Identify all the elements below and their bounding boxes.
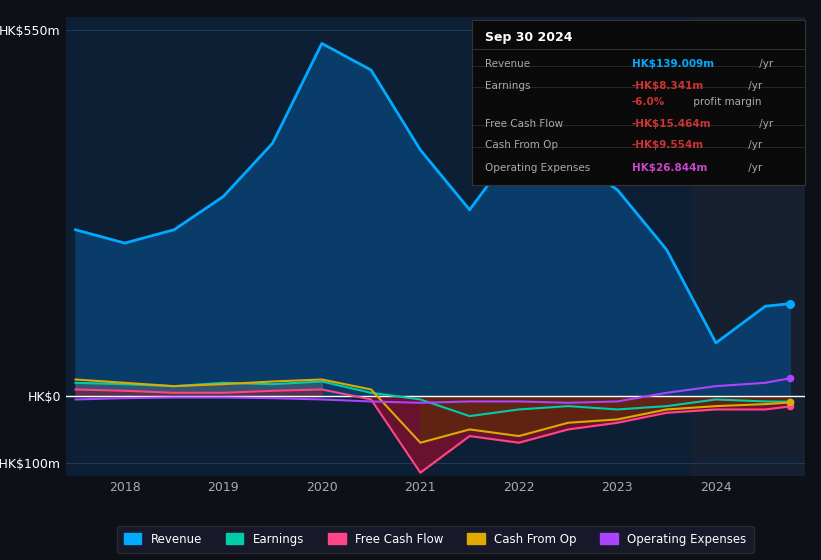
- Point: [783, 374, 796, 382]
- Text: -6.0%: -6.0%: [631, 97, 665, 108]
- Text: HK$26.844m: HK$26.844m: [631, 164, 707, 174]
- Text: /yr: /yr: [745, 140, 762, 150]
- Text: Sep 30 2024: Sep 30 2024: [485, 31, 573, 44]
- Point: [783, 397, 796, 406]
- Text: -HK$15.464m: -HK$15.464m: [631, 119, 711, 129]
- Text: Earnings: Earnings: [485, 81, 531, 91]
- Text: /yr: /yr: [755, 59, 773, 69]
- Text: Cash From Op: Cash From Op: [485, 140, 558, 150]
- Text: profit margin: profit margin: [690, 97, 761, 108]
- Text: Operating Expenses: Operating Expenses: [485, 164, 590, 174]
- Text: /yr: /yr: [745, 81, 762, 91]
- Bar: [691, 17, 805, 476]
- Legend: Revenue, Earnings, Free Cash Flow, Cash From Op, Operating Expenses: Revenue, Earnings, Free Cash Flow, Cash …: [117, 526, 754, 553]
- Point: [783, 402, 796, 411]
- Point: [783, 299, 796, 308]
- Text: -HK$8.341m: -HK$8.341m: [631, 81, 704, 91]
- Text: Revenue: Revenue: [485, 59, 530, 69]
- Text: -HK$9.554m: -HK$9.554m: [631, 140, 704, 150]
- Point: [783, 398, 796, 407]
- Text: HK$139.009m: HK$139.009m: [631, 59, 713, 69]
- Text: /yr: /yr: [755, 119, 773, 129]
- Text: /yr: /yr: [745, 164, 762, 174]
- Text: Free Cash Flow: Free Cash Flow: [485, 119, 563, 129]
